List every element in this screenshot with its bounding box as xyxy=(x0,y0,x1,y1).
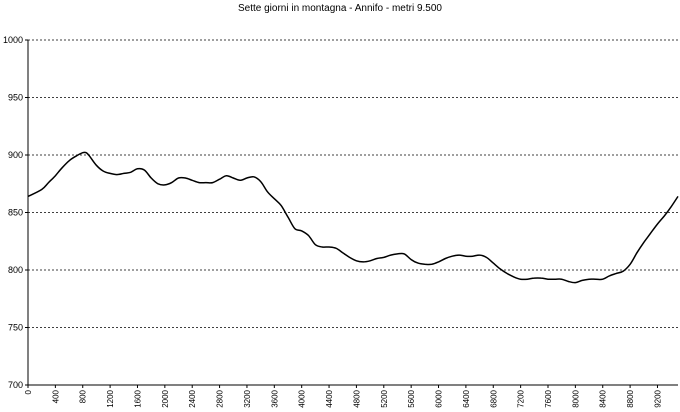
x-tick-label: 6400 xyxy=(462,389,471,407)
x-tick-label: 2800 xyxy=(216,389,225,407)
x-tick-label: 1600 xyxy=(133,389,142,407)
y-tick-label: 1000 xyxy=(3,35,23,45)
x-tick-label: 5600 xyxy=(407,389,416,407)
chart-title: Sette giorni in montagna - Annifo - metr… xyxy=(238,3,442,14)
x-tick-label: 2000 xyxy=(161,389,170,407)
x-tick-label: 4400 xyxy=(325,389,334,407)
y-tick-label: 850 xyxy=(8,208,23,218)
x-tick-label: 2400 xyxy=(188,389,197,407)
y-tick-label: 900 xyxy=(8,150,23,160)
x-tick-label: 4000 xyxy=(298,389,307,407)
x-tick-label: 800 xyxy=(79,389,88,403)
gridlines xyxy=(28,39,678,328)
x-tick-label: 9200 xyxy=(653,389,662,407)
x-tick-label: 4800 xyxy=(352,389,361,407)
x-tick-label: 1200 xyxy=(106,389,115,407)
x-axis-ticks: 0 400 800 1200 1600 2000 2400 2800 3200 3600 4000 4… xyxy=(24,385,662,408)
y-tick-label: 950 xyxy=(8,93,23,103)
x-tick-label: 3600 xyxy=(270,389,279,407)
x-tick-label: 6000 xyxy=(435,389,444,407)
x-tick-label: 7200 xyxy=(517,389,526,407)
x-tick-label: 8800 xyxy=(626,389,635,407)
y-tick-label: 750 xyxy=(8,323,23,333)
x-tick-label: 8400 xyxy=(599,389,608,407)
x-tick-label: 0 xyxy=(24,389,33,394)
x-tick-label: 7600 xyxy=(544,389,553,407)
y-axis-ticks: 700 750 800 850 900 950 1000 xyxy=(3,35,28,390)
x-tick-label: 5200 xyxy=(380,389,389,407)
x-tick-label: 3200 xyxy=(243,389,252,407)
x-tick-label: 400 xyxy=(51,389,60,403)
x-tick-label: 6800 xyxy=(489,389,498,407)
y-tick-label: 800 xyxy=(8,265,23,275)
elevation-line xyxy=(27,151,679,284)
y-tick-label: 700 xyxy=(8,380,23,390)
x-tick-label: 8000 xyxy=(571,389,580,407)
